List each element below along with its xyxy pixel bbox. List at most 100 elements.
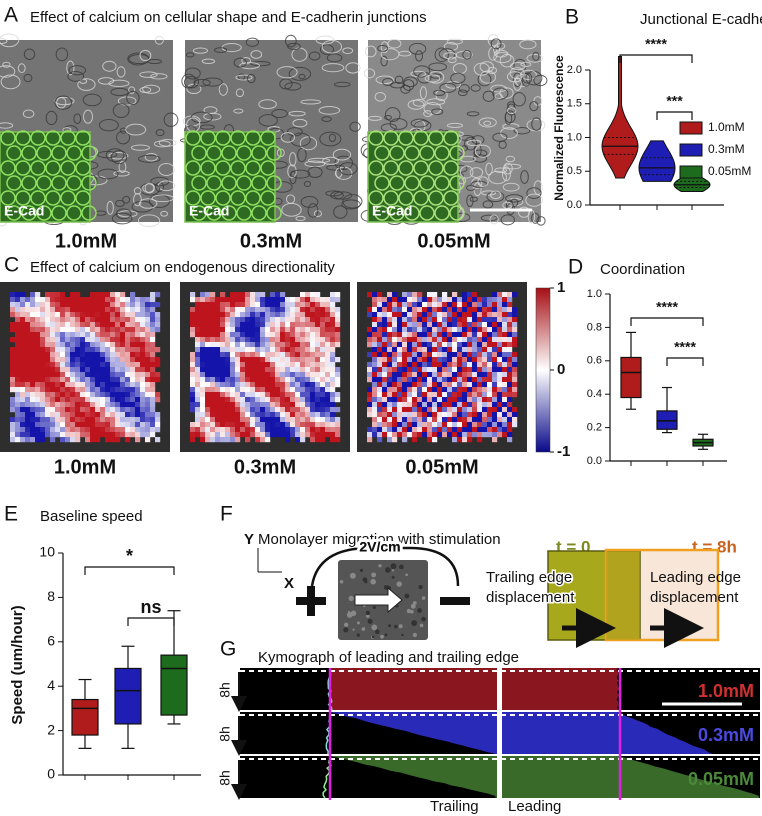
heatmap-cell bbox=[15, 437, 20, 442]
heatmap-cell bbox=[265, 367, 270, 372]
heatmap-cell bbox=[295, 342, 300, 347]
heatmap-cell bbox=[90, 327, 95, 332]
monolayer-texture bbox=[357, 633, 360, 636]
heatmap-cell bbox=[502, 427, 507, 432]
heatmap-cell bbox=[305, 302, 310, 307]
heatmap-cell bbox=[115, 327, 120, 332]
heatmap-cell bbox=[40, 347, 45, 352]
heatmap-cell bbox=[260, 367, 265, 372]
heatmap-cell bbox=[265, 387, 270, 392]
heatmap-cell bbox=[115, 332, 120, 337]
heatmap-cell bbox=[245, 382, 250, 387]
heatmap-cell bbox=[155, 292, 160, 297]
heatmap-cell bbox=[105, 307, 110, 312]
heatmap-cell bbox=[382, 337, 387, 342]
heatmap-cell bbox=[270, 382, 275, 387]
heatmap-cell bbox=[95, 292, 100, 297]
heatmap-cell bbox=[432, 327, 437, 332]
heatmap-cell bbox=[15, 337, 20, 342]
legend-swatch bbox=[680, 122, 702, 134]
heatmap-cell bbox=[285, 432, 290, 437]
heatmap-cell bbox=[60, 292, 65, 297]
heatmap-cell bbox=[492, 292, 497, 297]
heatmap-cell bbox=[320, 432, 325, 437]
heatmap-cell bbox=[75, 342, 80, 347]
heatmap-cell bbox=[305, 397, 310, 402]
heatmap-cell bbox=[15, 297, 20, 302]
heatmap-cell bbox=[75, 402, 80, 407]
heatmap-cell bbox=[442, 337, 447, 342]
heatmap-cell bbox=[447, 377, 452, 382]
heatmap-cell bbox=[105, 402, 110, 407]
heatmap-cell bbox=[95, 432, 100, 437]
heatmap-cell bbox=[135, 432, 140, 437]
heatmap-cell bbox=[145, 357, 150, 362]
heatmap-cell bbox=[310, 347, 315, 352]
heatmap-cell bbox=[310, 377, 315, 382]
heatmap-cell bbox=[90, 312, 95, 317]
heatmap-cell bbox=[280, 342, 285, 347]
heatmap-cell bbox=[367, 407, 372, 412]
heatmap-cell bbox=[70, 432, 75, 437]
heatmap-cell bbox=[135, 372, 140, 377]
monolayer-texture bbox=[375, 630, 380, 635]
heatmap-cell bbox=[40, 332, 45, 337]
heatmap-cell bbox=[190, 307, 195, 312]
heatmap-cell bbox=[392, 297, 397, 302]
heatmap-cell bbox=[467, 417, 472, 422]
heatmap-cell bbox=[140, 302, 145, 307]
heatmap-cell bbox=[70, 292, 75, 297]
heatmap-cell bbox=[60, 307, 65, 312]
heatmap-cell bbox=[290, 392, 295, 397]
heatmap-cell bbox=[15, 397, 20, 402]
heatmap-cell bbox=[487, 382, 492, 387]
legend-swatch bbox=[680, 166, 702, 178]
heatmap-cell bbox=[427, 342, 432, 347]
heatmap-cell bbox=[45, 332, 50, 337]
heatmap-cell bbox=[260, 317, 265, 322]
heatmap-cell bbox=[110, 307, 115, 312]
heatmap-cell bbox=[442, 322, 447, 327]
y-tick-label: 1.5 bbox=[567, 98, 582, 110]
heatmap-cell bbox=[50, 387, 55, 392]
heatmap-cell bbox=[140, 397, 145, 402]
heatmap-cell bbox=[447, 327, 452, 332]
heatmap-cell bbox=[280, 432, 285, 437]
y-tick-label: 0.0 bbox=[587, 455, 602, 467]
heatmap-cell bbox=[135, 337, 140, 342]
heatmap-cell bbox=[225, 312, 230, 317]
heatmap-cell bbox=[255, 387, 260, 392]
heatmap-cell bbox=[507, 417, 512, 422]
heatmap-cell bbox=[260, 427, 265, 432]
heatmap-cell bbox=[195, 367, 200, 372]
heatmap-cell bbox=[387, 387, 392, 392]
heatmap-cell bbox=[55, 387, 60, 392]
heatmap-cell bbox=[240, 412, 245, 417]
monolayer-texture bbox=[399, 565, 404, 570]
monolayer-texture bbox=[394, 625, 398, 629]
heatmap-cell bbox=[255, 342, 260, 347]
heatmap-cell bbox=[135, 407, 140, 412]
heatmap-cell bbox=[502, 327, 507, 332]
heatmap-cell bbox=[225, 432, 230, 437]
heatmap-cell bbox=[335, 327, 340, 332]
heatmap-cell bbox=[55, 307, 60, 312]
monolayer-texture bbox=[371, 572, 376, 577]
heatmap-cell bbox=[402, 367, 407, 372]
heatmap-cell bbox=[85, 312, 90, 317]
heatmap-cell bbox=[270, 317, 275, 322]
heatmap-cell bbox=[492, 392, 497, 397]
heatmap-cell bbox=[335, 437, 340, 442]
heatmap-cell bbox=[10, 397, 15, 402]
heatmap-cell bbox=[60, 347, 65, 352]
heatmap-cell bbox=[472, 407, 477, 412]
heatmap-cell bbox=[497, 402, 502, 407]
heatmap-cell bbox=[382, 407, 387, 412]
heatmap-cell bbox=[105, 412, 110, 417]
heatmap-cell bbox=[392, 322, 397, 327]
heatmap-cell bbox=[30, 417, 35, 422]
heatmap-cell bbox=[135, 357, 140, 362]
heatmap-cell bbox=[65, 312, 70, 317]
heatmap-cell bbox=[245, 432, 250, 437]
heatmap-cell bbox=[310, 307, 315, 312]
